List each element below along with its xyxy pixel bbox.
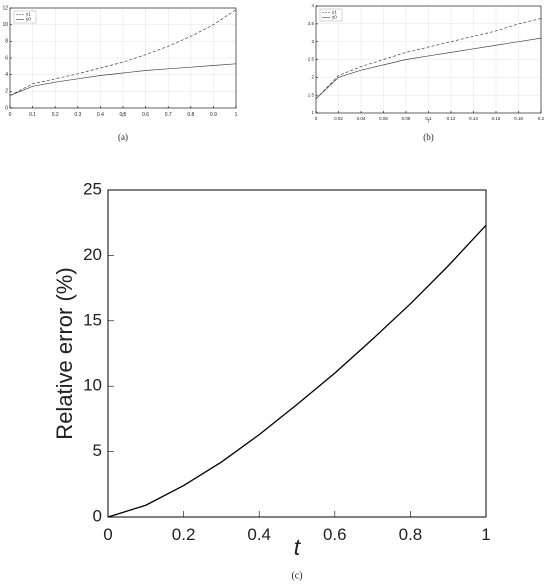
y-tick-label: 15: [83, 310, 102, 329]
y-tick-label: 4: [5, 72, 8, 78]
x-tick-label: 0.2: [172, 525, 196, 544]
y-tick-label: 6: [5, 55, 8, 61]
x-tick-label: 0.14: [469, 116, 478, 121]
caption: (c): [291, 570, 302, 581]
y-tick-label: 12: [2, 5, 8, 11]
x-tick-label: 0.4: [247, 525, 271, 544]
x-tick-label: 0.6: [142, 112, 149, 118]
caption: (a): [118, 132, 128, 142]
x-tick-label: 0: [9, 112, 12, 118]
x-tick-label: 0.08: [402, 116, 411, 121]
y-tick-label: 0: [5, 105, 8, 111]
x-tick-label: 0.8: [187, 112, 194, 118]
y-tick-label: 25: [83, 179, 102, 198]
line: [9, 63, 237, 96]
y-tick-label: 3: [311, 39, 314, 44]
plot-frame: [107, 189, 487, 518]
x-tick-label: 0.9: [210, 112, 217, 118]
y-tick-label: 1: [311, 110, 314, 115]
legend-label: y0: [26, 17, 31, 22]
x-tick-label: 0.8: [399, 525, 423, 544]
legend-box: [319, 8, 343, 22]
x-tick-label: 1: [481, 525, 490, 544]
line: [315, 37, 542, 99]
legend-label: y1: [26, 12, 31, 17]
x-tick-label: 0.1: [29, 112, 36, 118]
x-tick-label: 0.2: [538, 116, 545, 121]
x-tick-label: 0: [103, 525, 112, 544]
x-tick-label: 0.18: [514, 116, 523, 121]
line: [9, 9, 237, 96]
y-tick-label: 2.5: [308, 57, 315, 62]
y-tick-label: 1.5: [308, 92, 315, 97]
x-axis-label: t: [294, 534, 302, 560]
y-tick-label: 20: [83, 245, 102, 264]
y-tick-label: 3.5: [308, 21, 315, 26]
x-tick-label: 0.2: [52, 112, 59, 118]
legend-label: y1: [332, 10, 337, 15]
x-tick-label: 1: [235, 112, 238, 118]
x-tick-label: 0.16: [492, 116, 501, 121]
x-tick-label: 0.7: [165, 112, 172, 118]
y-tick-label: 10: [2, 22, 8, 28]
x-axis-label: t: [122, 112, 124, 118]
x-tick-label: 0.5: [120, 112, 127, 118]
x-axis-label: t: [428, 118, 430, 124]
x-tick-label: 0.3: [74, 112, 81, 118]
y-tick-label: 10: [83, 376, 102, 395]
x-tick-label: 0.04: [357, 116, 366, 121]
y-tick-label: 5: [93, 441, 102, 460]
line: [107, 224, 487, 518]
x-tick-label: 0: [315, 116, 318, 121]
plot-frame: [315, 5, 542, 114]
y-tick-label: 4: [311, 3, 314, 8]
y-tick-label: 0: [93, 506, 102, 525]
y-axis-label: Relative error (%): [52, 267, 77, 439]
y-tick-label: 2: [311, 75, 314, 80]
y-tick-label: 2: [5, 89, 8, 95]
x-tick-label: 0.06: [379, 116, 388, 121]
line: [315, 18, 542, 99]
legend-label: y0: [332, 15, 337, 20]
legend-box: [13, 10, 37, 24]
plot-frame: [9, 7, 237, 109]
x-tick-label: 0.02: [334, 116, 343, 121]
caption: (b): [423, 132, 434, 142]
y-tick-label: 8: [5, 39, 8, 45]
x-tick-label: 0.1: [425, 116, 432, 121]
x-tick-label: 0.6: [323, 525, 347, 544]
x-tick-label: 0.12: [447, 116, 456, 121]
x-tick-label: 0.4: [97, 112, 104, 118]
